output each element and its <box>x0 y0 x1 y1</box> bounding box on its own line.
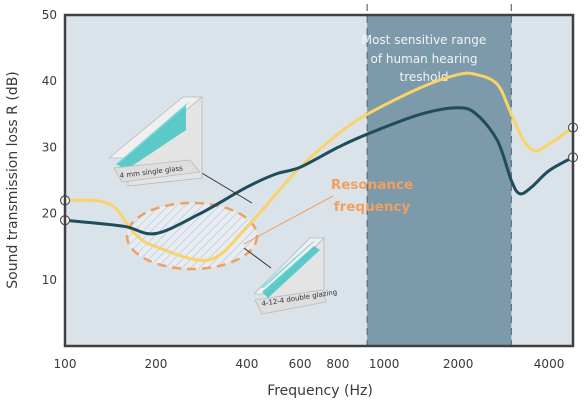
band-annotation-line-1: Most sensitive range <box>362 33 487 47</box>
x-tick-label-400: 400 <box>235 357 258 371</box>
y-tick-label-50: 50 <box>42 8 57 22</box>
leader-line-resonance <box>243 195 334 245</box>
series-line-double-glazing <box>64 71 574 262</box>
x-tick-label-200: 200 <box>145 357 168 371</box>
hearing-range-band <box>367 15 512 346</box>
plot-frame <box>63 13 575 348</box>
x-tick-label-600: 600 <box>289 357 312 371</box>
x-tick-label-1000: 1000 <box>369 357 400 371</box>
y-tick-label-20: 20 <box>42 207 57 221</box>
leader-line-double-glazing <box>243 247 272 269</box>
double-glazing-illustration: 4-12-4 double glazing <box>253 237 338 315</box>
single-glass-illustration: 4 mm single glass <box>107 96 204 187</box>
y-axis-title: Sound transmission loss R (dB) <box>5 71 21 289</box>
band-annotation-line-3: treshold <box>400 70 449 84</box>
y-tick-label-40: 40 <box>42 74 57 88</box>
y-tick-label-30: 30 <box>42 140 57 154</box>
resonance-label-line-2: frequency <box>334 199 411 215</box>
y-tick-label-10: 10 <box>42 273 57 287</box>
resonance-label-line-1: Resonance <box>331 177 413 193</box>
y-axis-ticks: 10 20 30 40 50 <box>42 8 57 287</box>
x-axis-ticks: 100 200 400 600 800 1000 2000 4000 <box>54 357 565 371</box>
x-axis-title: Frequency (Hz) <box>267 383 373 399</box>
x-tick-label-4000: 4000 <box>534 357 565 371</box>
series-line-single-glass <box>64 106 574 236</box>
x-tick-label-800: 800 <box>326 357 349 371</box>
x-tick-label-100: 100 <box>54 357 77 371</box>
x-tick-label-2000: 2000 <box>443 357 474 371</box>
band-annotation-line-2: of human hearing <box>371 52 478 66</box>
